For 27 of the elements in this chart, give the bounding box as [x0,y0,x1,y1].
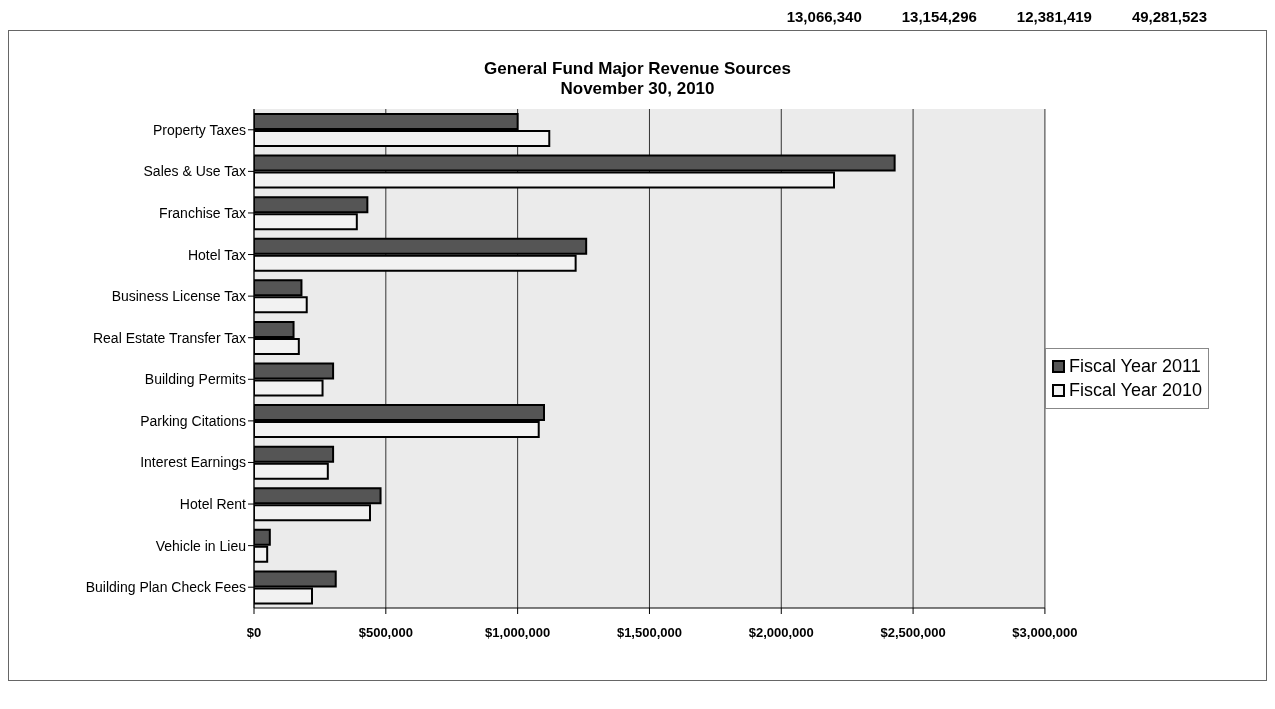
y-tick-label: Parking Citations [140,412,246,429]
y-tick-label: Vehicle in Lieu [155,537,246,554]
legend-label: Fiscal Year 2011 [1068,356,1201,377]
y-tick-label: Sales & Use Tax [143,163,246,180]
y-tick-label: Building Permits [144,371,246,388]
text: 13,066,340 [786,8,862,26]
y-tick-label: Real Estate Transfer Tax [92,329,246,346]
y-tick-label: Interest Earnings [140,454,246,471]
chart-subtitle: November 30, 2010 [559,79,716,99]
x-tick-label: $3,000,000 [1012,625,1078,641]
x-tick-label: $2,000,000 [748,625,814,641]
text: 49,281,523 [1131,8,1207,26]
x-tick-label: $2,500,000 [880,625,946,641]
text: 13,154,296 [901,8,977,26]
x-tick-label: $1,000,000 [485,625,551,641]
y-tick-label: Business License Tax [111,288,246,305]
x-tick-label: $0 [246,625,262,641]
legend-label: Fiscal Year 2010 [1068,380,1202,401]
y-tick-label: Building Plan Check Fees [85,579,246,596]
x-tick-label: $1,500,000 [616,625,682,641]
x-tick-label: $500,000 [358,625,413,641]
y-tick-label: Property Taxes [152,121,246,138]
y-tick-label: Hotel Tax [187,246,246,263]
chart-title: General Fund Major Revenue Sources [483,59,792,79]
y-tick-label: Franchise Tax [159,204,246,221]
y-tick-label: Hotel Rent [179,496,247,513]
text: 12,381,419 [1016,8,1092,26]
